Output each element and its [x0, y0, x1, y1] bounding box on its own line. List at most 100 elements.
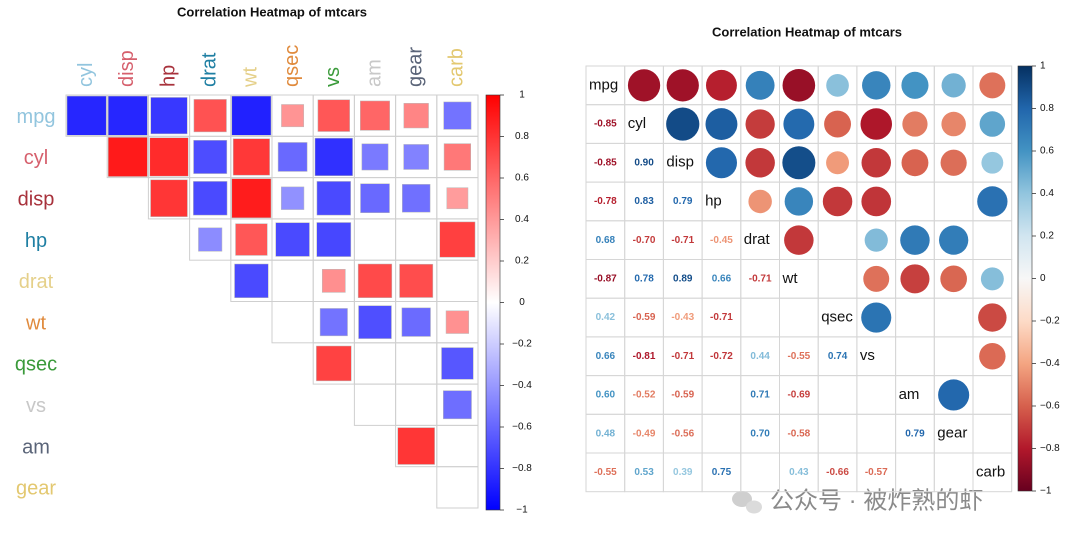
- value-label: -0.59: [633, 312, 656, 323]
- diagonal-label: qsec: [821, 309, 853, 326]
- colorbar-tick-label: −1: [1040, 486, 1052, 497]
- heat-square: [314, 137, 353, 177]
- heat-square: [316, 181, 351, 216]
- value-label: 0.53: [634, 467, 654, 478]
- heat-square: [150, 97, 188, 135]
- corr-circle: [980, 267, 1004, 291]
- grid-cell: [701, 413, 742, 454]
- value-label: 0.90: [634, 157, 654, 168]
- heat-square: [198, 227, 223, 252]
- grid-cell: [817, 413, 858, 454]
- value-label: 0.66: [712, 273, 732, 284]
- corr-circle: [748, 189, 772, 214]
- grid-cell: [740, 297, 780, 338]
- heat-square: [107, 137, 148, 177]
- cell: [436, 424, 479, 468]
- corr-circle: [627, 69, 661, 102]
- colorbar-tick-label: 0.8: [515, 131, 529, 142]
- colorbar-tick-label: −1: [516, 505, 528, 516]
- value-label: -0.71: [749, 273, 772, 284]
- heat-square: [361, 143, 389, 171]
- colorbar-tick-label: 0.8: [1040, 103, 1054, 114]
- value-label: -0.71: [671, 351, 694, 362]
- corr-circle: [666, 107, 700, 141]
- heat-square: [439, 221, 476, 258]
- grid-cell: [779, 297, 819, 338]
- value-label: -0.59: [671, 390, 694, 401]
- corr-circle: [900, 264, 930, 294]
- colorbar-tick-label: 0: [519, 297, 525, 308]
- chart-title: Correlation Heatmap of mtcars: [712, 24, 902, 39]
- corr-circle: [784, 225, 814, 255]
- corr-circle: [938, 379, 970, 411]
- corr-circle: [979, 72, 1006, 99]
- corr-circle: [900, 225, 930, 255]
- heat-square: [357, 263, 393, 298]
- heat-square: [358, 305, 392, 339]
- y-tick-label: mpg: [17, 106, 56, 128]
- grid-cell: [972, 452, 1013, 493]
- diagonal-label: carb: [976, 463, 1005, 480]
- heat-square: [403, 103, 429, 129]
- heat-square: [316, 222, 352, 257]
- value-label: 0.70: [750, 428, 770, 439]
- cell: [395, 218, 438, 261]
- colorbar-tick-label: −0.4: [1040, 358, 1060, 369]
- colorbar: [485, 94, 501, 511]
- colorbar-tick-label: 0.2: [1040, 231, 1054, 242]
- heat-square: [403, 144, 429, 170]
- grid-cell: [895, 452, 935, 493]
- heat-square: [321, 269, 346, 293]
- value-label: 0.48: [596, 428, 616, 439]
- colorbar-tick-label: −0.8: [512, 463, 532, 474]
- grid-cell: [895, 181, 935, 222]
- y-tick-label: vs: [26, 395, 46, 417]
- diagonal-label: hp: [705, 192, 722, 209]
- corr-circle: [745, 109, 775, 139]
- heat-square: [401, 307, 431, 337]
- grid-cell: [817, 220, 858, 261]
- value-label: 0.83: [634, 196, 654, 207]
- value-label: 0.60: [596, 390, 616, 401]
- grid-cell: [895, 336, 935, 377]
- value-label: 0.39: [673, 467, 693, 478]
- colorbar-tick-label: −0.8: [1040, 443, 1060, 454]
- heat-square: [402, 184, 431, 213]
- corr-circle: [861, 186, 892, 217]
- heat-square: [397, 427, 435, 465]
- grid-cell: [817, 375, 858, 415]
- corr-circle: [666, 69, 699, 102]
- value-label: -0.49: [633, 428, 656, 439]
- heat-square: [360, 100, 390, 131]
- x-tick-label: am: [363, 59, 385, 87]
- grid-cell: [817, 259, 858, 299]
- grid-cell: [972, 375, 1013, 415]
- colorbar-tick-label: 1: [519, 90, 525, 101]
- heat-square: [193, 99, 227, 133]
- diagonal-label: vs: [860, 347, 875, 364]
- colorbar-tick-label: 0.6: [1040, 146, 1054, 157]
- corr-circle: [977, 186, 1008, 217]
- value-label: -0.85: [594, 157, 617, 168]
- value-label: 0.71: [750, 390, 770, 401]
- value-label: 0.43: [789, 467, 809, 478]
- corr-circle: [941, 73, 966, 98]
- colorbar-tick-label: 0.6: [515, 173, 529, 184]
- colorbar-tick-label: 0.2: [515, 256, 529, 267]
- value-label: 0.44: [750, 351, 770, 362]
- colorbar-tick-label: −0.2: [512, 339, 532, 350]
- grid-cell: [933, 452, 974, 493]
- heat-square: [277, 142, 308, 172]
- cell: [436, 466, 479, 509]
- x-tick-label: vs: [322, 67, 344, 87]
- colorbar-tick-label: 1: [1040, 61, 1046, 72]
- corr-circle: [862, 71, 891, 100]
- heat-square: [275, 222, 310, 257]
- corr-circle: [940, 265, 967, 293]
- heat-square: [193, 181, 228, 216]
- corr-circle: [782, 69, 816, 102]
- grid-cell: [856, 413, 897, 454]
- corr-circle: [978, 303, 1007, 332]
- heat-square: [281, 104, 305, 128]
- heat-square: [66, 95, 107, 136]
